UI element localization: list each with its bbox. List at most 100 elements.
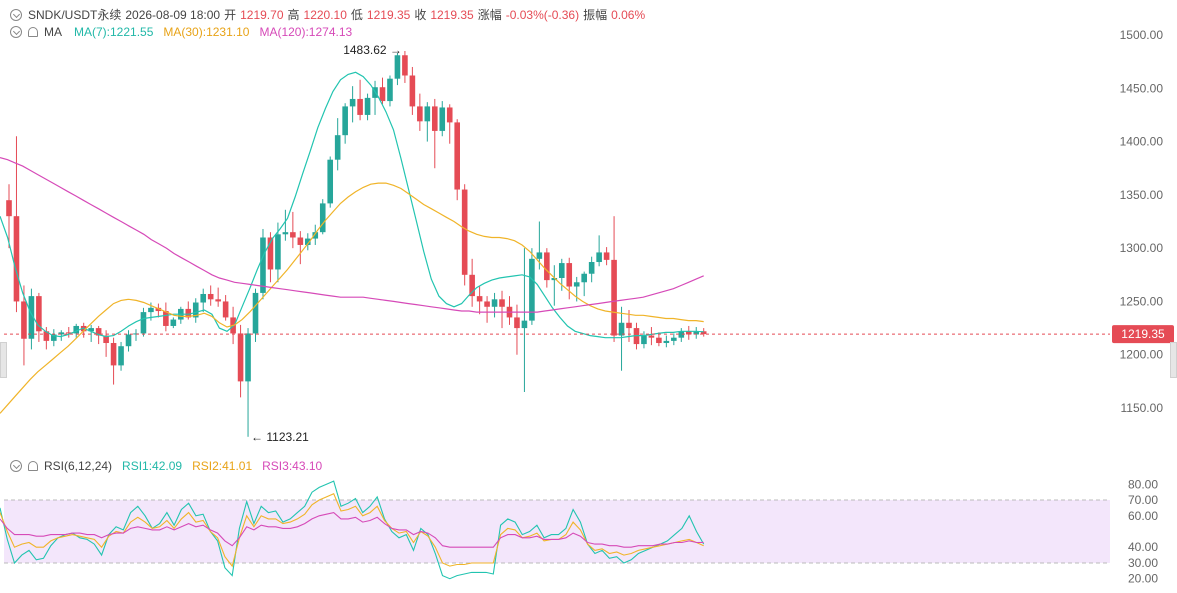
collapse-icon[interactable] xyxy=(10,8,22,21)
price-tick-label: 1400.00 xyxy=(1120,135,1164,149)
candle-up xyxy=(536,252,543,259)
symbol-label: SNDK/USDT永续 xyxy=(28,8,122,22)
candle-up xyxy=(551,278,558,281)
candle-down xyxy=(402,55,408,76)
candle-down xyxy=(417,106,423,122)
ma-indicator-label[interactable]: MA xyxy=(44,25,62,39)
candle-down xyxy=(237,333,244,382)
candle-down xyxy=(409,75,416,107)
candle-down xyxy=(155,307,162,312)
candle-up xyxy=(275,234,281,270)
candle-down xyxy=(267,237,274,270)
candle-up xyxy=(581,273,587,283)
candle-up xyxy=(118,346,124,366)
candle-up xyxy=(573,282,580,287)
candle-down xyxy=(21,301,27,339)
low-label: 低 xyxy=(350,8,363,22)
candle-down xyxy=(469,274,475,297)
candle-down xyxy=(685,331,692,335)
candle-up xyxy=(663,340,670,344)
candle-down xyxy=(499,299,505,307)
candle-up xyxy=(424,106,431,122)
left-scroll-handle[interactable] xyxy=(0,342,7,378)
price-tick-label: 1450.00 xyxy=(1120,81,1164,95)
amplitude-value: 0.06% xyxy=(611,7,646,22)
candle-up xyxy=(51,334,57,341)
price-tick-label: 1500.00 xyxy=(1120,28,1164,42)
close-value: 1219.35 xyxy=(430,7,474,22)
candle-up xyxy=(148,307,154,313)
candle-up xyxy=(349,98,356,107)
low-value: 1219.35 xyxy=(366,7,411,22)
candle-up xyxy=(312,232,319,239)
candle-up xyxy=(439,107,446,131)
close-label: 收 xyxy=(414,8,427,22)
price-tick-label: 1350.00 xyxy=(1120,188,1164,202)
candle-down xyxy=(611,259,617,336)
rsi-tick-label: 20.00 xyxy=(1128,572,1158,586)
candle-down xyxy=(514,317,520,329)
candle-down xyxy=(297,237,304,245)
candle-down xyxy=(656,337,662,344)
candle-up xyxy=(342,106,348,136)
ma30-line xyxy=(0,182,704,414)
candle-up xyxy=(28,296,35,339)
candle-up xyxy=(641,335,647,345)
candle-up xyxy=(334,135,341,160)
collapse-icon[interactable] xyxy=(10,460,22,472)
candle-up xyxy=(200,293,207,303)
candle-down xyxy=(544,252,550,281)
candle-up xyxy=(133,333,139,335)
candle-down xyxy=(461,189,468,275)
candle-up xyxy=(252,292,259,334)
candle-down xyxy=(603,252,610,260)
ohlc-header: SNDK/USDT永续 2026-08-09 18:00 开 1219.70 高… xyxy=(10,6,645,23)
candle-up xyxy=(282,232,289,235)
candle-up xyxy=(58,332,65,335)
candle-down xyxy=(566,263,573,287)
rsi-indicator-label[interactable]: RSI(6,12,24) xyxy=(44,459,113,473)
candle-up xyxy=(387,78,393,102)
ma120-legend: MA(120):1274.13 xyxy=(259,25,353,39)
ma7-line xyxy=(0,71,704,339)
candle-up xyxy=(319,203,326,233)
alert-bell-icon[interactable] xyxy=(28,461,38,471)
candle-up xyxy=(73,325,80,334)
alert-bell-icon[interactable] xyxy=(28,27,38,37)
candle-up xyxy=(88,328,94,332)
candle-up xyxy=(394,55,401,79)
rsi3-line xyxy=(0,512,704,548)
rsi-band xyxy=(4,500,1110,563)
candle-up xyxy=(521,320,528,329)
last-price-label: 1219.35 xyxy=(1121,327,1165,341)
candle-up xyxy=(678,331,685,338)
candle-down xyxy=(36,296,42,332)
price-tick-label: 1250.00 xyxy=(1120,294,1164,308)
candle-up xyxy=(588,262,595,274)
last-price-tag xyxy=(1112,325,1174,344)
price-tick-label: 1300.00 xyxy=(1120,241,1164,255)
candle-down xyxy=(13,216,20,302)
candle-up xyxy=(491,299,498,307)
candle-up xyxy=(305,238,311,245)
collapse-icon[interactable] xyxy=(10,26,22,38)
candle-down xyxy=(65,332,72,334)
rsi-tick-label: 80.00 xyxy=(1128,477,1158,491)
candle-down xyxy=(43,331,50,341)
max-price-annotation: 1483.62 → xyxy=(343,43,402,57)
ma7-legend: MA(7):1221.55 xyxy=(74,25,154,39)
amplitude-label: 振幅 xyxy=(583,8,608,22)
candle-up xyxy=(192,302,199,318)
change-value: -0.03%(-0.36) xyxy=(505,7,580,22)
rsi1-legend: RSI1:42.09 xyxy=(122,459,183,473)
price-tick-label: 1150.00 xyxy=(1121,401,1164,415)
open-label: 开 xyxy=(224,8,237,22)
right-scroll-handle[interactable] xyxy=(1170,342,1177,378)
candle-up xyxy=(364,97,371,115)
rsi1-line xyxy=(0,480,705,580)
candle-up xyxy=(618,322,625,336)
candle-down xyxy=(215,299,221,302)
candle-down xyxy=(476,296,483,302)
candle-down xyxy=(6,200,12,217)
